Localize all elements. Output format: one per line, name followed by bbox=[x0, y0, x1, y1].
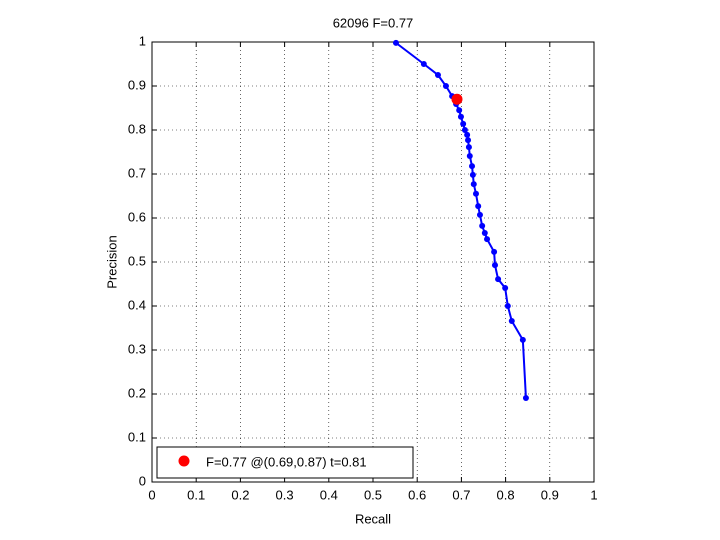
pr-point bbox=[476, 211, 483, 218]
x-tick-label: 0.8 bbox=[497, 487, 515, 502]
x-tick-label: 0.7 bbox=[452, 487, 470, 502]
pr-point bbox=[491, 262, 498, 269]
pr-point bbox=[434, 72, 441, 78]
pr-point bbox=[442, 83, 449, 89]
pr-point bbox=[465, 144, 472, 151]
pr-point bbox=[420, 61, 427, 67]
pr-point bbox=[491, 248, 498, 255]
plot-frame bbox=[151, 41, 595, 483]
pr-point bbox=[457, 113, 464, 120]
y-tick-label: 0.8 bbox=[128, 121, 146, 136]
y-tick-label: 0.1 bbox=[128, 429, 146, 444]
pr-point bbox=[460, 120, 467, 127]
pr-point bbox=[464, 131, 471, 138]
x-tick-label: 0.4 bbox=[320, 487, 338, 502]
chart-title: 62096 F=0.77 bbox=[333, 15, 414, 30]
y-tick-label: 0.4 bbox=[128, 297, 146, 312]
pr-point bbox=[519, 336, 526, 343]
pr-point bbox=[504, 303, 511, 309]
legend-marker bbox=[178, 455, 190, 467]
pr-point bbox=[392, 39, 399, 46]
y-tick-label: 0.3 bbox=[128, 341, 146, 356]
pr-point bbox=[456, 107, 463, 114]
pr-point bbox=[469, 171, 476, 178]
pr-point bbox=[472, 190, 479, 197]
x-tick-label: 0.1 bbox=[187, 487, 205, 502]
pr-point bbox=[461, 127, 468, 133]
y-tick-label: 0.5 bbox=[128, 253, 146, 268]
best-point bbox=[451, 93, 463, 105]
y-tick-label: 0.9 bbox=[128, 77, 146, 92]
x-axis-label: Recall bbox=[355, 511, 391, 526]
y-tick-label: 0 bbox=[139, 473, 146, 488]
legend-label: F=0.77 @(0.69,0.87) t=0.81 bbox=[206, 454, 367, 469]
x-tick-label: 1 bbox=[590, 487, 597, 502]
pr-point bbox=[479, 222, 486, 229]
pr-point bbox=[481, 229, 488, 236]
legend-box bbox=[156, 446, 414, 479]
pr-point bbox=[508, 317, 515, 324]
pr-point bbox=[470, 181, 477, 188]
x-tick-label: 0.6 bbox=[408, 487, 426, 502]
pr-point bbox=[466, 152, 473, 159]
pr-point bbox=[469, 163, 476, 170]
pr-point bbox=[475, 203, 482, 210]
y-tick-label: 1 bbox=[139, 33, 146, 48]
pr-point bbox=[502, 284, 509, 291]
y-tick-label: 0.7 bbox=[128, 165, 146, 180]
x-tick-label: 0 bbox=[148, 487, 155, 502]
pr-point bbox=[465, 137, 472, 144]
y-tick-label: 0.2 bbox=[128, 385, 146, 400]
x-tick-label: 0.5 bbox=[364, 487, 382, 502]
y-tick-label: 0.6 bbox=[128, 209, 146, 224]
x-tick-label: 0.2 bbox=[231, 487, 249, 502]
x-tick-label: 0.9 bbox=[541, 487, 559, 502]
pr-point bbox=[495, 276, 502, 283]
y-axis-label: Precision bbox=[104, 235, 119, 288]
x-tick-label: 0.3 bbox=[276, 487, 294, 502]
pr-point bbox=[522, 394, 529, 401]
pr-point bbox=[484, 236, 491, 243]
